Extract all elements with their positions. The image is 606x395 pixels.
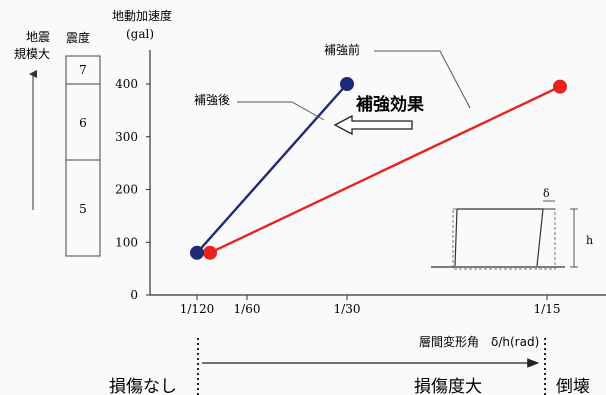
data-point [553,79,567,94]
y-tick-label: 0 [130,288,138,302]
series-group [190,77,567,260]
x-tick-label: 1/120 [180,302,215,316]
series-label-before: 補強前 [324,42,360,57]
damage-none-label: 損傷なし [109,377,177,395]
inset-h-label: h [586,234,593,247]
y-axis-title-line1: 地動加速度 [112,8,172,23]
magnitude-label-line1: 地震 [26,30,50,44]
y-tick-label: 100 [115,235,138,249]
collapse-label: 倒壊 [556,377,590,395]
intensity-box [65,55,101,257]
data-point [340,77,354,91]
intensity-level: 5 [79,202,87,216]
x-ticks: 1/120 1/60 1/30 1/15 [180,295,561,316]
inset-frame-diagram: δ h [431,187,593,270]
intensity-level: 6 [79,116,87,130]
data-point [190,245,204,260]
inset-delta-label: δ [543,187,550,200]
y-axis-title-line2: (gal) [126,27,154,41]
y-tick-label: 200 [115,183,138,197]
leader-after [237,101,325,121]
leader-before [374,50,471,109]
x-axis-title: 層間変形角 δ/h(rad) [419,334,539,349]
y-tick-label: 400 [115,77,138,91]
series-label-after: 補強後 [194,93,230,107]
x-tick-label: 1/30 [334,302,361,316]
intensity-header: 震度 [66,30,90,45]
magnitude-label-line2: 規模大 [14,46,50,61]
series-line [196,83,348,254]
y-tick-label: 300 [115,130,138,144]
effect-arrow [333,114,413,136]
effect-label: 補強効果 [355,94,424,115]
series-line [209,85,561,254]
x-tick-label: 1/15 [534,302,561,316]
damage-large-label: 損傷度大 [414,377,482,395]
x-tick-label: 1/60 [234,302,261,316]
intensity-level: 7 [79,63,87,77]
y-ticks: 0 100 200 300 400 [115,77,150,302]
data-point [203,245,217,260]
